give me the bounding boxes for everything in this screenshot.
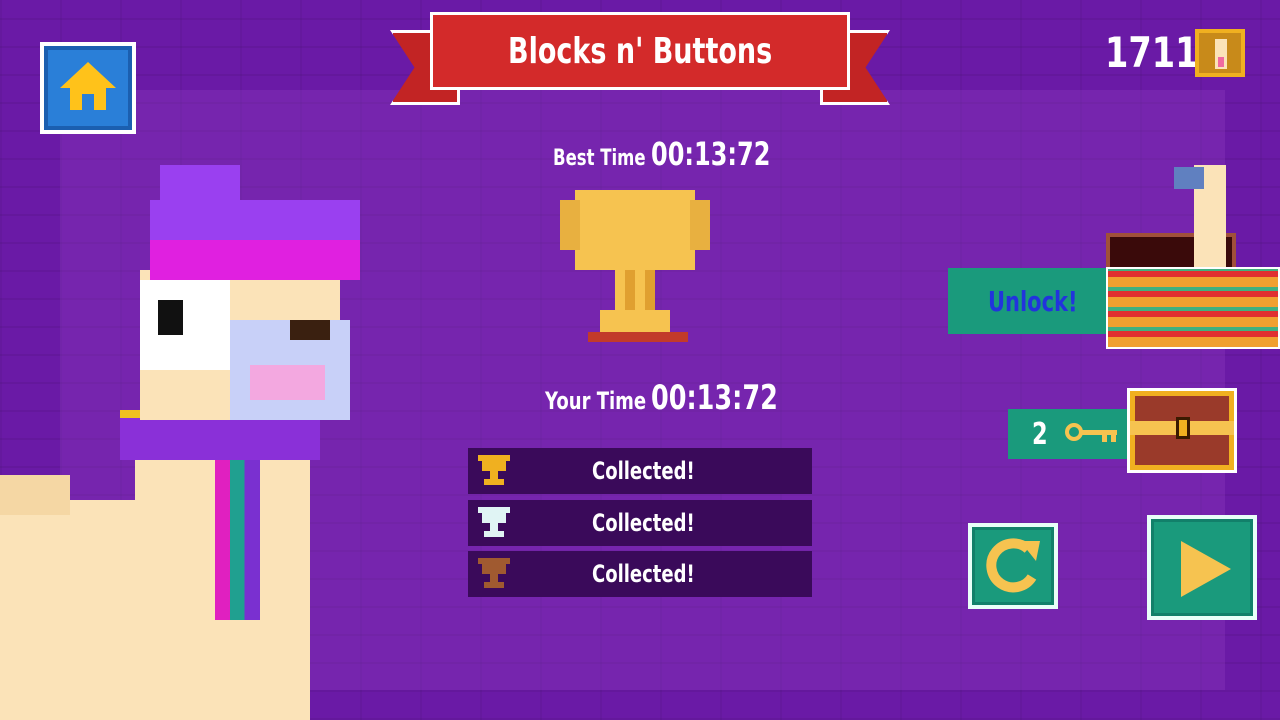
your-time: Your Time 00:13:72 — [545, 378, 820, 418]
trophy-status: Collected! — [592, 509, 695, 537]
play-icon — [1181, 541, 1231, 597]
play-button[interactable] — [1147, 515, 1257, 620]
llama-coin-icon — [1195, 28, 1245, 77]
keys-count: 2 — [1032, 416, 1048, 452]
best-time-value: 00:13:72 — [651, 135, 771, 173]
key-icon — [1065, 423, 1117, 442]
home-icon — [60, 62, 116, 110]
unlock-button[interactable]: Unlock! — [948, 268, 1118, 334]
gold-trophy-icon — [560, 190, 710, 350]
llama-character — [0, 160, 360, 720]
your-time-value: 00:13:72 — [651, 378, 778, 418]
replay-icon — [986, 538, 1040, 593]
silver-trophy-icon — [478, 507, 510, 537]
coin-count: 1711 — [1105, 28, 1199, 77]
keys-counter: 2 — [1008, 409, 1133, 459]
level-title: Blocks n' Buttons — [507, 30, 773, 72]
best-time: Best Time 00:13:72 — [553, 135, 810, 173]
treasure-chest-icon[interactable] — [1127, 388, 1237, 473]
gold-trophy-icon — [478, 455, 510, 485]
trophy-row-bronze: Collected! — [468, 551, 812, 597]
trophy-row-silver: Collected! — [468, 500, 812, 546]
trophy-status: Collected! — [592, 457, 695, 485]
home-button[interactable] — [40, 42, 136, 134]
replay-button[interactable] — [968, 523, 1058, 609]
llama-mystery-box[interactable] — [1106, 155, 1280, 350]
best-time-label: Best Time — [553, 146, 646, 171]
bronze-trophy-icon — [478, 558, 510, 588]
trophy-row-gold: Collected! — [468, 448, 812, 494]
unlock-label: Unlock! — [988, 284, 1078, 318]
level-title-banner: Blocks n' Buttons — [430, 12, 850, 90]
your-time-label: Your Time — [545, 387, 647, 415]
coin-counter: 1711 — [1105, 28, 1245, 77]
trophy-status: Collected! — [592, 560, 695, 588]
